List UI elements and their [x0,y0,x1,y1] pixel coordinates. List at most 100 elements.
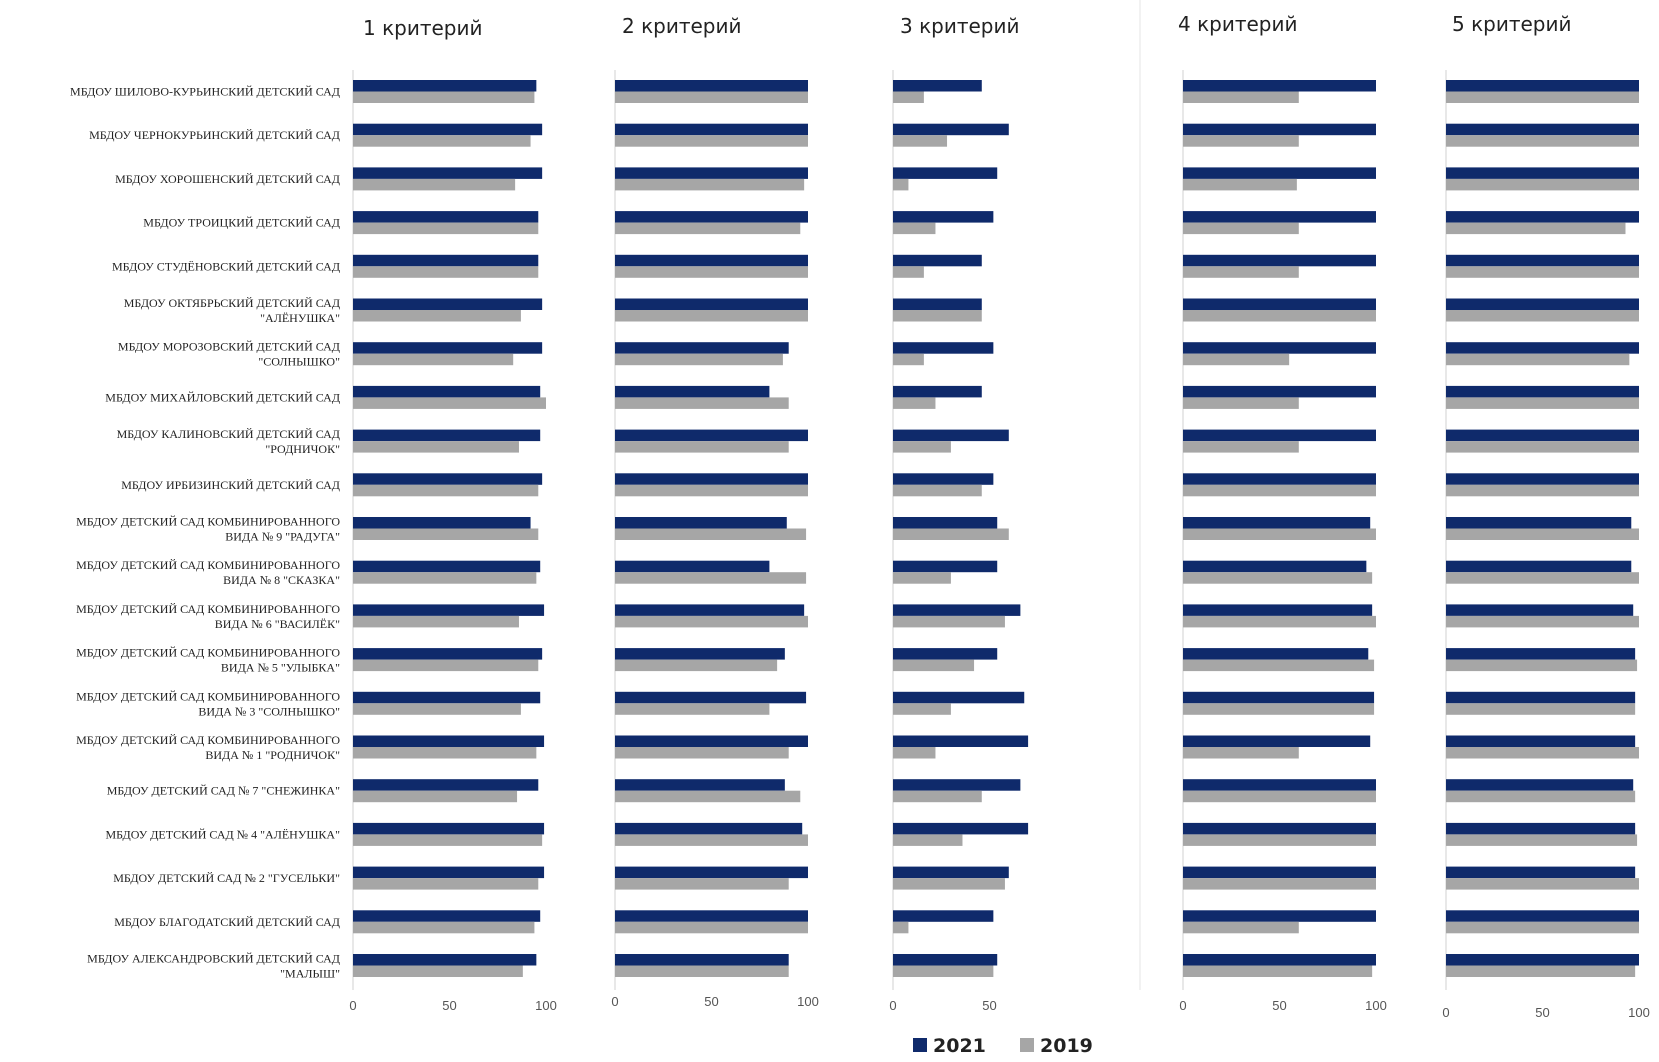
bar-2021 [893,211,994,223]
category-label: МБДОУ МОРОЗОВСКИЙ ДЕТСКИЙ САД "СОЛНЫШКО" [118,340,340,369]
bar-2021 [1183,866,1376,879]
bar-2021 [1183,473,1376,485]
bar-2021 [353,473,543,485]
bar-2019 [615,965,789,977]
category-label-line: МБДОУ ХОРОШЕНСКИЙ ДЕТСКИЙ САД [115,172,340,186]
bar-2021 [353,779,539,791]
bar-2021 [893,648,998,660]
bar-2021 [353,254,539,267]
bar-2021 [353,735,545,747]
bar-2019 [1183,222,1299,235]
bar-2021 [893,779,1021,791]
bar-2019 [1446,353,1630,366]
bar-2021 [615,954,789,966]
bar-2019 [1446,790,1636,803]
bar-2021 [1446,866,1636,879]
bar-2019 [353,615,519,628]
bar-2021 [1183,954,1376,966]
bar-2021 [893,473,994,485]
bar-2021 [893,735,1029,747]
bar-2019 [353,572,537,584]
bar-2019 [893,572,951,584]
bar-2019 [893,790,982,803]
bar-2019 [1446,178,1639,191]
bar-2019 [1183,615,1376,628]
category-label-line: МБДОУ ДЕТСКИЙ САД КОМБИНИРОВАННОГО [76,602,340,616]
bar-2021 [1446,604,1634,616]
bar-2019 [893,91,924,103]
bar-2021 [1183,123,1376,136]
bar-2021 [1446,954,1639,966]
x-tick-label: 50 [1272,998,1286,1013]
bar-2019 [353,441,519,453]
category-label-line: МБДОУ КАЛИНОВСКИЙ ДЕТСКИЙ САД [117,427,340,441]
category-label-line: МБДОУ ДЕТСКИЙ САД КОМБИНИРОВАННОГО [76,733,340,747]
bar-2021 [893,822,1029,835]
x-tick-label: 50 [1535,1005,1549,1020]
bar-2019 [893,353,924,366]
bar-2019 [893,747,936,759]
bar-2021 [1446,167,1639,179]
bar-2019 [353,747,537,759]
bar-2021 [1446,910,1639,922]
bar-2019 [615,353,783,366]
category-label: МБДОУ ДЕТСКИЙ САД КОМБИНИРОВАННОГО ВИДА №… [76,602,340,631]
bar-2019 [1446,965,1636,977]
category-label-line: МБДОУ ОКТЯБРЬСКИЙ ДЕТСКИЙ САД [124,296,340,310]
bar-2021 [1446,123,1639,136]
panel-title: 1 критерий [363,16,483,40]
bar-2021 [1446,648,1636,660]
bar-2019 [353,484,539,497]
bar-2019 [353,659,539,672]
bar-2019 [615,615,808,628]
x-tick-label: 0 [1442,1005,1449,1020]
category-label-line: МБДОУ ИРБИЗИНСКИЙ ДЕТСКИЙ САД [121,478,340,492]
bar-2021 [353,298,543,310]
bar-2021 [353,822,545,835]
bar-2019 [1183,266,1299,278]
bar-2019 [893,703,951,715]
category-label-line: "МАЛЫШ" [280,967,340,981]
bar-2021 [615,604,805,616]
bar-2019 [615,135,808,147]
x-tick-label: 50 [442,998,456,1013]
category-label-line: ВИДА № 3 "СОЛНЫШКО" [198,704,340,718]
bar-2019 [1183,747,1299,759]
category-label-line: ВИДА № 1 "РОДНИЧОК" [205,748,340,762]
bar-2019 [353,222,539,235]
category-label-line: МБДОУ ДЕТСКИЙ САД № 7 "СНЕЖИНКА" [107,784,340,798]
bar-2019 [893,921,909,934]
bar-2019 [1446,834,1638,846]
bar-2019 [353,353,514,366]
bar-2019 [1446,528,1639,540]
bar-2019 [353,266,539,278]
bar-2021 [615,473,808,485]
legend-swatch-2019 [1020,1038,1034,1052]
bar-2021 [615,254,808,267]
bar-2019 [1183,878,1376,890]
bar-2019 [893,615,1005,628]
bar-2021 [353,342,543,354]
category-label-line: ВИДА № 9 "РАДУГА" [225,530,340,544]
bar-2019 [893,484,982,497]
category-label: МБДОУ БЛАГОДАТСКИЙ ДЕТСКИЙ САД [114,915,340,929]
bar-2021 [615,691,807,704]
category-label-line: "СОЛНЫШКО" [258,355,340,369]
bar-2021 [615,298,808,310]
bar-2019 [1183,834,1376,846]
bar-2019 [1446,484,1639,497]
bar-2021 [1446,342,1639,354]
panel-title: 2 критерий [622,14,742,38]
category-label: МБДОУ ОКТЯБРЬСКИЙ ДЕТСКИЙ САД "АЛЁНУШКА" [124,296,340,325]
bar-2021 [893,342,994,354]
bar-2021 [1183,298,1376,310]
x-tick-label: 0 [889,998,896,1013]
bar-2021 [353,648,543,660]
x-tick-label: 100 [535,998,557,1013]
category-label-line: МБДОУ ДЕТСКИЙ САД № 2 "ГУСЕЛЬКИ" [113,871,340,885]
bar-2021 [893,254,982,267]
bar-2019 [353,834,543,846]
bar-2021 [893,560,998,573]
